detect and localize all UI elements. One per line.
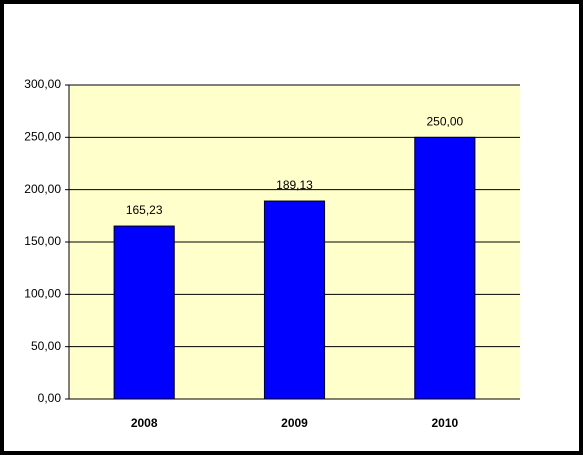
bar <box>414 136 476 400</box>
x-tick-label: 2010 <box>431 416 458 430</box>
y-tick-label: 150,00 <box>24 234 61 248</box>
data-label: 165,23 <box>126 203 163 217</box>
y-tick-label: 200,00 <box>24 182 61 196</box>
x-tick-label: 2009 <box>281 416 308 430</box>
y-tick-label: 100,00 <box>24 287 61 301</box>
x-tick-label: 2008 <box>131 416 158 430</box>
y-tick-label: 300,00 <box>24 77 61 91</box>
y-tick-label: 50,00 <box>31 339 61 353</box>
bar <box>263 200 326 400</box>
data-label: 250,00 <box>426 115 463 129</box>
y-tick-label: 0,00 <box>38 391 62 405</box>
data-label: 189,13 <box>276 178 313 192</box>
y-tick-label: 250,00 <box>24 130 61 144</box>
bar <box>113 225 175 400</box>
